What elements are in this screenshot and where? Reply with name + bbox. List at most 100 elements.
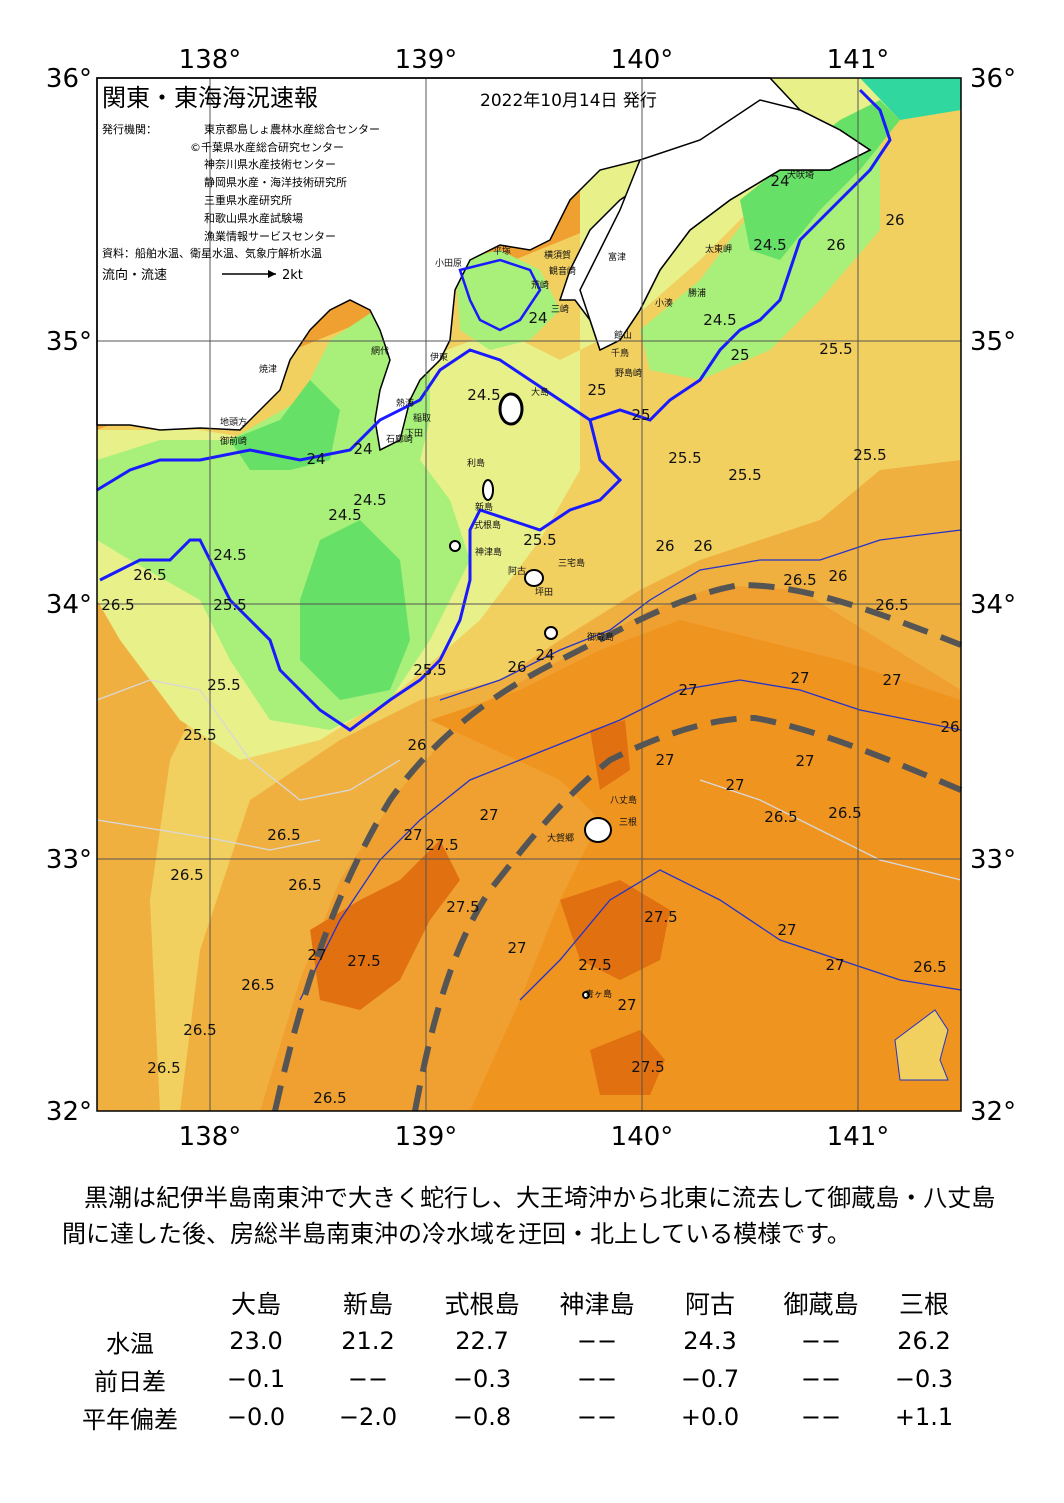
table-cell: −0.1 xyxy=(226,1365,286,1393)
lat-tick-label: 34° xyxy=(970,590,1016,620)
isotherm-label: 26.5 xyxy=(183,1021,216,1039)
land-boso xyxy=(579,99,872,352)
row-label: 平年偏差 xyxy=(82,1405,178,1434)
place-name: 三根 xyxy=(619,816,637,828)
place-name: 坪田 xyxy=(535,587,553,598)
lat-tick-label: 35° xyxy=(970,327,1016,357)
isotherm-label: 26.5 xyxy=(828,804,861,822)
table-cell: −0.3 xyxy=(894,1365,954,1393)
publishers-label: 発行機関： xyxy=(102,122,157,136)
place-name: 三宅島 xyxy=(558,557,585,569)
isotherm-label: 26.5 xyxy=(783,571,816,589)
isotherm-label: 24.5 xyxy=(353,491,386,509)
table-cell: −− xyxy=(347,1365,389,1393)
isotherm-label: 27 xyxy=(795,752,814,770)
place-name: 八丈島 xyxy=(610,794,637,806)
isotherm-label: 25.5 xyxy=(523,531,556,549)
oshima-island xyxy=(498,392,524,426)
isotherm-label: 26.5 xyxy=(267,826,300,844)
col-header: 大島 xyxy=(230,1290,281,1319)
issue-date: 2022年10月14日 発行 xyxy=(480,91,657,111)
place-name: 御蔵島 xyxy=(587,631,614,643)
isotherm-label: 27 xyxy=(882,671,901,689)
publisher-item: 東京都島しょ農林水産総合センター xyxy=(204,122,380,136)
isotherm-label: 27 xyxy=(507,939,526,957)
lon-tick-label: 138° xyxy=(179,45,242,75)
isotherm-label: 25.5 xyxy=(413,661,446,679)
table-corner xyxy=(60,1284,200,1322)
place-name: 千鳥 xyxy=(611,347,629,359)
table-cell: 21.2 xyxy=(341,1327,395,1355)
lon-tick-label: 139° xyxy=(395,45,458,75)
place-name: 犬吠埼 xyxy=(787,169,814,181)
lat-tick-label: 33° xyxy=(46,845,92,875)
sea-24-zone xyxy=(300,520,410,700)
graticule xyxy=(97,78,961,1111)
summary-text: 黒潮は紀伊半島南東沖で大きく蛇行し、大王埼沖から北東に流去して御蔵島・八丈島間に… xyxy=(62,1184,996,1248)
row-label: 前日差 xyxy=(94,1367,166,1396)
isotherm-label: 27 xyxy=(479,806,498,824)
isotherm-label: 26.5 xyxy=(875,596,908,614)
isotherm-label: 25.5 xyxy=(853,446,886,464)
table-row: 水温 23.0 21.2 22.7 −− 24.3 −− 26.2 xyxy=(60,1322,972,1360)
isotherm-26-5 xyxy=(699,779,962,881)
table-cell: −0.3 xyxy=(452,1365,512,1393)
col-header: 三根 xyxy=(898,1290,949,1319)
isotherm-label: 24.5 xyxy=(703,311,736,329)
isotherm-label: 26 xyxy=(940,718,959,736)
lon-tick-label: 141° xyxy=(827,45,890,75)
place-name: 平塚 xyxy=(493,246,511,257)
isotherm-label: 27 xyxy=(777,921,796,939)
flow-legend-arrowhead xyxy=(268,270,276,278)
isotherm-label: 24 xyxy=(770,172,789,190)
lat-tick-label: 36° xyxy=(46,64,92,94)
table-cell: +1.1 xyxy=(894,1403,954,1431)
row-label: 水温 xyxy=(106,1329,154,1358)
isotherm-label: 27 xyxy=(655,751,674,769)
mikura-island xyxy=(544,626,558,640)
place-name: 荒崎 xyxy=(531,279,549,291)
isotherm-label: 24 xyxy=(535,646,554,664)
isotherm-label: 27 xyxy=(825,956,844,974)
publisher-item: 神奈川県水産技術センター xyxy=(204,157,336,171)
table-cell: −− xyxy=(576,1327,618,1355)
isotherm-label: 24.5 xyxy=(467,386,500,404)
isotherm-label: 25.5 xyxy=(728,466,761,484)
isotherm-label: 25.5 xyxy=(668,449,701,467)
table-cell: −− xyxy=(800,1327,842,1355)
place-name: 大賀郷 xyxy=(547,832,574,844)
place-name: 観音崎 xyxy=(549,265,576,277)
hachijo-island xyxy=(584,817,612,843)
place-name: 小田原 xyxy=(435,258,462,269)
isotherm-26 xyxy=(439,529,962,701)
publisher-item: 漁業情報サービスセンター xyxy=(204,229,336,243)
isotherm-label: 25 xyxy=(587,381,606,399)
col-header: 御蔵島 xyxy=(783,1290,859,1319)
isotherm-label: 27.5 xyxy=(425,836,458,854)
isotherm-label: 26 xyxy=(507,658,526,676)
publisher-item: 和歌山県水産試験場 xyxy=(204,211,303,225)
isotherm-label: 27 xyxy=(790,669,809,687)
isotherm-label: 26.5 xyxy=(764,808,797,826)
place-name: 稲取 xyxy=(413,412,431,424)
place-name: 館山 xyxy=(614,329,632,341)
kuroshio-axis-south xyxy=(412,714,963,1112)
isotherm-label: 26 xyxy=(655,537,674,555)
table-cell: −0.7 xyxy=(680,1365,740,1393)
lon-tick-label: 140° xyxy=(611,1122,674,1152)
flow-legend-label: 流向・流速 xyxy=(102,267,167,283)
table-cell: −− xyxy=(800,1403,842,1431)
isotherm-label: 26.5 xyxy=(101,596,134,614)
summary-section: 黒潮は紀伊半島南東沖で大きく蛇行し、大王埼沖から北東に流去して御蔵島・八丈島間に… xyxy=(62,1180,1012,1252)
table-cell: −0.8 xyxy=(452,1403,512,1431)
table-cell: −− xyxy=(800,1365,842,1393)
lon-tick-label: 140° xyxy=(611,45,674,75)
table-cell: +0.0 xyxy=(680,1403,740,1431)
place-name: 小湊 xyxy=(655,297,673,309)
lat-tick-label: 33° xyxy=(970,845,1016,875)
place-name: 野島崎 xyxy=(615,367,642,379)
place-name: 式根島 xyxy=(474,519,501,531)
isotherm-label: 25 xyxy=(730,346,749,364)
lat-tick-label: 32° xyxy=(46,1097,92,1127)
